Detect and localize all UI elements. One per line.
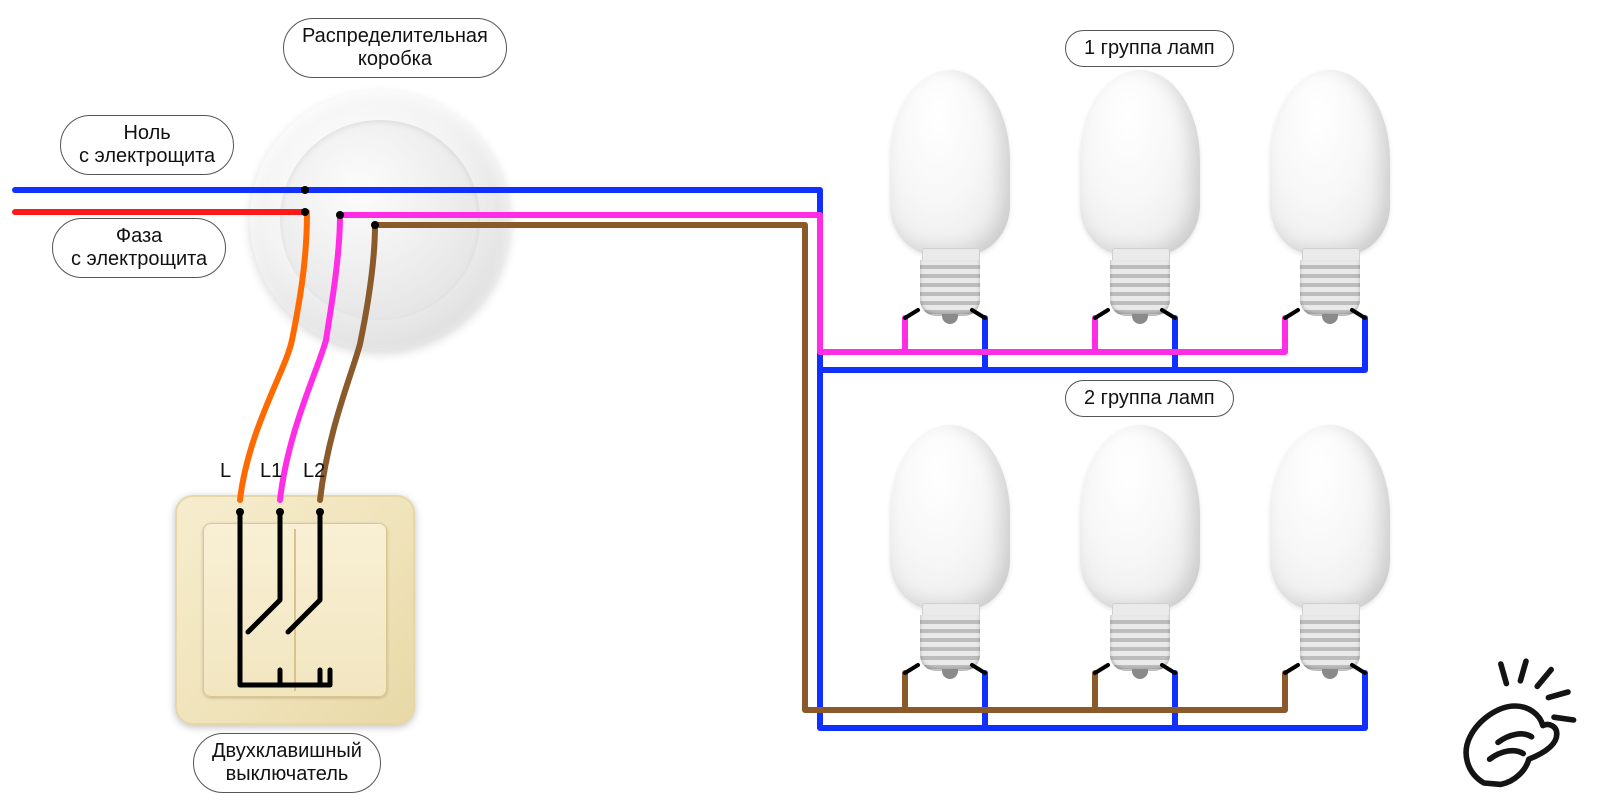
snapped-fingers-icon (1442, 650, 1582, 790)
label-group-2: 2 группа ламп (1065, 380, 1234, 417)
lamp-g2-1 (880, 425, 1020, 685)
label-neutral-from-panel: Ноль с электрощита (60, 115, 234, 175)
lamp-g1-2 (1070, 70, 1210, 330)
lamp-g2-3 (1260, 425, 1400, 685)
junction-box (250, 90, 510, 350)
double-rocker-switch (175, 495, 415, 725)
switch-face (203, 523, 387, 697)
label-switch: Двухклавишный выключатель (193, 733, 381, 793)
lamp-g1-3 (1260, 70, 1400, 330)
label-phase-from-panel: Фаза с электрощита (52, 218, 226, 278)
terminal-label-l1: L1 (260, 460, 282, 483)
lamp-g2-2 (1070, 425, 1210, 685)
label-junction-box: Распределительная коробка (283, 18, 507, 78)
lamp-g1-1 (880, 70, 1020, 330)
terminal-label-l: L (220, 460, 231, 483)
label-group-1: 1 группа ламп (1065, 30, 1234, 67)
terminal-label-l2: L2 (303, 460, 325, 483)
